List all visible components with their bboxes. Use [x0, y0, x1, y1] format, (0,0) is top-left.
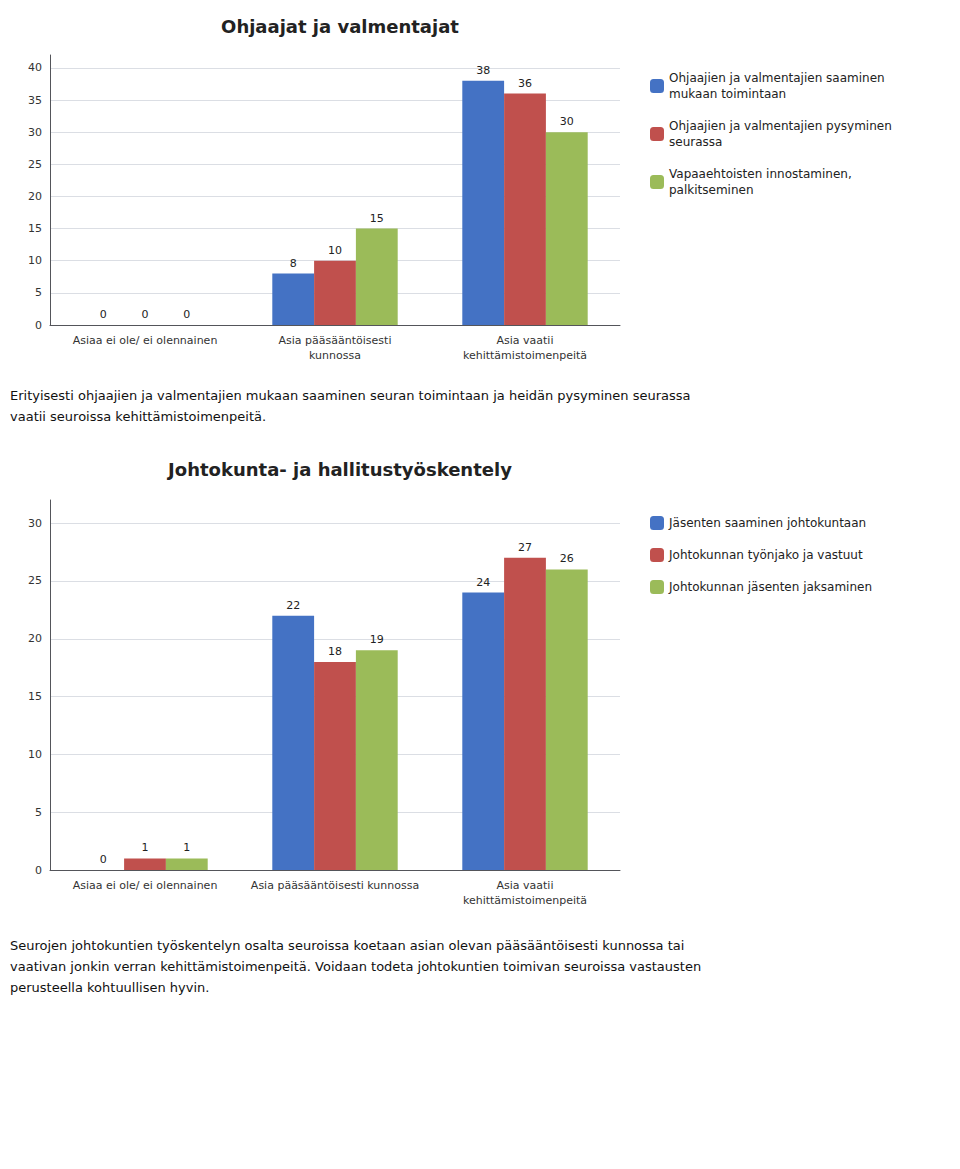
svg-text:Ohjaajat ja valmentajat: Ohjaajat ja valmentajat — [221, 16, 459, 37]
svg-text:0: 0 — [142, 308, 149, 321]
svg-text:Erityisesti ohjaajien ja valme: Erityisesti ohjaajien ja valmentajien mu… — [10, 388, 690, 403]
svg-text:30: 30 — [28, 517, 42, 530]
svg-text:30: 30 — [28, 126, 42, 139]
svg-text:24: 24 — [476, 576, 490, 589]
svg-text:Asiaa ei ole/ ei olennainen: Asiaa ei ole/ ei olennainen — [73, 879, 218, 892]
svg-text:25: 25 — [28, 574, 42, 587]
svg-text:10: 10 — [28, 748, 42, 761]
svg-text:Johtokunnan työnjako ja vastuu: Johtokunnan työnjako ja vastuut — [668, 548, 863, 562]
svg-text:36: 36 — [518, 77, 532, 90]
svg-text:Asia pääsääntöisesti kunnossa: Asia pääsääntöisesti kunnossa — [251, 879, 419, 892]
svg-text:0: 0 — [183, 308, 190, 321]
svg-text:Asia pääsääntöisesti: Asia pääsääntöisesti — [279, 334, 392, 347]
svg-text:vaativan jonkin verran kehittä: vaativan jonkin verran kehittämistoimenp… — [10, 959, 701, 974]
svg-text:1: 1 — [183, 841, 190, 854]
svg-text:Asiaa ei ole/ ei olennainen: Asiaa ei ole/ ei olennainen — [73, 334, 218, 347]
svg-text:Ohjaajien ja valmentajien pysy: Ohjaajien ja valmentajien pysyminen — [669, 119, 892, 133]
svg-text:15: 15 — [28, 222, 42, 235]
svg-text:20: 20 — [28, 190, 42, 203]
svg-text:mukaan toimintaan: mukaan toimintaan — [669, 87, 786, 101]
svg-text:0: 0 — [100, 308, 107, 321]
svg-text:vaatii seuroissa kehittämistoi: vaatii seuroissa kehittämistoimenpeitä. — [10, 409, 266, 424]
svg-text:38: 38 — [476, 64, 490, 77]
svg-text:5: 5 — [35, 286, 42, 299]
svg-text:18: 18 — [328, 645, 342, 658]
svg-text:19: 19 — [370, 633, 384, 646]
svg-text:Ohjaajien ja valmentajien saam: Ohjaajien ja valmentajien saaminen — [669, 71, 885, 85]
svg-text:15: 15 — [370, 212, 384, 225]
svg-text:10: 10 — [328, 244, 342, 257]
svg-text:27: 27 — [518, 541, 532, 554]
svg-text:Jäsenten saaminen johtokuntaan: Jäsenten saaminen johtokuntaan — [668, 516, 866, 530]
svg-text:palkitseminen: palkitseminen — [669, 183, 754, 197]
svg-text:0: 0 — [35, 864, 42, 877]
svg-text:1: 1 — [142, 841, 149, 854]
svg-text:seurassa: seurassa — [669, 135, 722, 149]
svg-text:25: 25 — [28, 158, 42, 171]
svg-text:26: 26 — [560, 552, 574, 565]
svg-text:Johtokunnan jäsenten jaksamine: Johtokunnan jäsenten jaksaminen — [668, 580, 872, 594]
svg-text:kehittämistoimenpeitä: kehittämistoimenpeitä — [463, 349, 587, 362]
svg-text:0: 0 — [100, 853, 107, 866]
svg-text:8: 8 — [290, 257, 297, 270]
svg-text:kehittämistoimenpeitä: kehittämistoimenpeitä — [463, 894, 587, 907]
svg-text:5: 5 — [35, 806, 42, 819]
svg-text:Seurojen johtokuntien työskent: Seurojen johtokuntien työskentelyn osalt… — [10, 938, 684, 953]
svg-text:22: 22 — [286, 599, 300, 612]
svg-text:15: 15 — [28, 690, 42, 703]
svg-text:0: 0 — [35, 319, 42, 332]
svg-text:Vapaaehtoisten innostaminen,: Vapaaehtoisten innostaminen, — [669, 167, 852, 181]
svg-text:30: 30 — [560, 115, 574, 128]
svg-text:Asia vaatii: Asia vaatii — [497, 334, 554, 347]
svg-text:10: 10 — [28, 254, 42, 267]
svg-text:Johtokunta- ja hallitustyösken: Johtokunta- ja hallitustyöskentely — [166, 459, 512, 480]
svg-text:perusteella kohtuullisen hyvin: perusteella kohtuullisen hyvin. — [10, 980, 209, 995]
svg-text:kunnossa: kunnossa — [309, 349, 361, 362]
svg-text:40: 40 — [28, 61, 42, 74]
svg-text:35: 35 — [28, 94, 42, 107]
svg-text:Asia vaatii: Asia vaatii — [497, 879, 554, 892]
svg-text:20: 20 — [28, 632, 42, 645]
